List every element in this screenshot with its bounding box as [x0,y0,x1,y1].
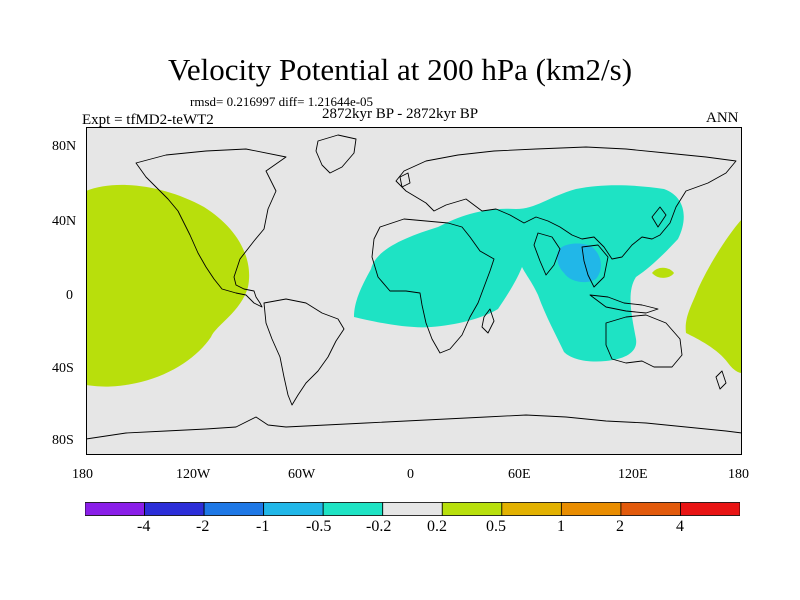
coast-australia [605,314,683,368]
colorbar-label: 0.5 [486,518,506,535]
coast-british-isles [399,172,411,188]
colorbar-cell [382,502,443,516]
coast-africa [371,218,495,354]
lat-label-0: 0 [66,288,73,303]
colorbar [85,502,740,516]
colorbar-cell [85,502,145,516]
positive-east-pacific-region [86,184,250,387]
coastlines [86,134,742,440]
coast-europe-asia [395,146,737,260]
colorbar-label: 2 [616,518,624,535]
colorbar-cell [560,502,622,516]
colorbar-label: -1 [256,518,270,535]
colorbar-label: -0.5 [306,518,332,535]
lon-label-60w: 60W [288,467,316,482]
lat-label-80s: 80S [52,433,74,448]
colorbar-cell [441,502,503,516]
coast-south-america [263,298,345,406]
lat-label-40s: 40S [52,361,74,376]
world-map [86,127,742,455]
experiment-label: Expt = tfMD2-teWT2 [82,112,214,128]
lat-label-40n: 40N [52,214,77,229]
map-frame [86,127,742,455]
coast-india [533,232,561,276]
coast-new-zealand [715,370,727,390]
lon-label-60e: 60E [508,467,531,482]
coast-north-america [135,148,287,308]
colorbar-cell [263,502,324,516]
colorbar-cell [203,502,265,516]
lon-label-120e: 120E [618,467,648,482]
stats-text: rmsd= 0.216997 diff= 1.21644e-05 [190,94,374,109]
lon-label-0: 0 [407,467,414,482]
coast-japan [651,206,667,228]
positive-west-pacific-islet [652,267,674,278]
colorbar-label: -4 [137,518,151,535]
lon-label-180w: 180 [72,467,93,482]
lon-label-180e: 180 [728,467,749,482]
colorbar-label: -0.2 [366,518,392,535]
plot-title: Velocity Potential at 200 hPa (km2/s) [167,52,633,87]
coast-antarctica [86,414,742,440]
negative-maritime-continent-region [557,243,601,283]
colorbar-cell [680,502,740,516]
coast-greenland [315,134,357,174]
lat-label-80n: 80N [52,139,77,154]
season-label: ANN [706,110,739,126]
colorbar-cell [144,502,205,516]
colorbar-cell [322,502,384,516]
colorbar-cell [501,502,562,516]
lon-label-120w: 120W [176,467,211,482]
colorbar-cell [620,502,681,516]
period-label: 2872kyr BP - 2872kyr BP [322,106,479,122]
positive-west-pacific-region [685,219,742,373]
coast-southeast-asia [581,244,609,288]
colorbar-label: 1 [557,518,565,535]
colorbar-label: -2 [196,518,210,535]
colorbar-label: 0.2 [427,518,447,535]
coast-madagascar [481,308,495,334]
coast-indonesia [589,294,659,314]
negative-africa-asia-region [354,185,684,362]
colorbar-label: 4 [676,518,684,535]
